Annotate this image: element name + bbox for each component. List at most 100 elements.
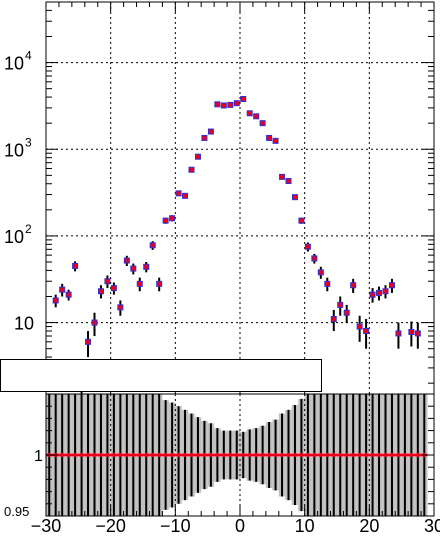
data-point <box>304 243 311 250</box>
legend-box <box>0 359 322 392</box>
data-point <box>188 166 195 173</box>
ratio-point <box>253 452 259 458</box>
data-point <box>259 120 266 127</box>
ratio-point <box>169 452 175 458</box>
data-point <box>350 282 357 289</box>
data-point <box>363 327 370 334</box>
ratio-point <box>318 452 324 458</box>
ratio-point <box>105 452 110 458</box>
y-tick-label-exponent: 2 <box>25 222 32 236</box>
data-point <box>343 309 350 316</box>
data-point <box>201 134 208 141</box>
data-point <box>110 285 117 292</box>
data-point <box>279 173 286 180</box>
ratio-point <box>182 452 188 458</box>
ratio-point <box>409 452 414 458</box>
ratio-point <box>325 452 330 458</box>
data-point <box>169 215 176 222</box>
ratio-point <box>72 452 78 458</box>
ratio-point <box>305 452 311 458</box>
ratio-point <box>156 452 162 458</box>
ratio-point <box>98 452 104 458</box>
data-point <box>408 328 415 335</box>
ratio-point <box>79 452 84 458</box>
data-point <box>162 217 169 224</box>
data-point <box>97 288 104 295</box>
data-point <box>214 101 221 108</box>
data-point <box>104 278 111 285</box>
x-tick-label: −20 <box>95 516 126 536</box>
main-points <box>46 96 421 391</box>
data-point <box>369 291 376 298</box>
ratio-point <box>137 452 142 458</box>
data-point <box>324 280 331 287</box>
data-point <box>395 330 402 337</box>
ratio-point <box>415 452 421 458</box>
data-point <box>143 263 150 270</box>
data-point <box>330 316 337 323</box>
ratio-point <box>312 452 317 458</box>
ratio-point <box>344 452 349 458</box>
x-tick-label: −10 <box>160 516 191 536</box>
ratio-point <box>266 452 272 458</box>
ratio-point <box>221 452 227 458</box>
data-point <box>65 291 72 298</box>
ratio-point <box>189 452 194 458</box>
x-tick-label: 20 <box>359 516 379 536</box>
data-point <box>227 101 234 108</box>
data-point <box>130 265 137 272</box>
main-grid <box>46 2 434 394</box>
ratio-point <box>85 452 91 458</box>
data-point <box>149 242 156 249</box>
data-point <box>376 289 383 296</box>
ratio-point <box>202 452 207 458</box>
ratio-point <box>131 452 136 458</box>
data-point <box>85 338 92 345</box>
ratio-point <box>92 452 97 458</box>
x-tick-label: 30 <box>424 516 440 536</box>
x-tick-label: 0 <box>235 516 245 536</box>
ratio-point <box>144 452 149 458</box>
data-point <box>59 286 66 293</box>
ratio-point <box>273 452 278 458</box>
ratio-point <box>124 452 130 458</box>
y-tick-label: 10 <box>4 140 24 160</box>
data-point <box>382 288 389 295</box>
ratio-point <box>228 452 233 458</box>
ratio-point <box>59 452 65 458</box>
data-point <box>414 330 421 337</box>
ratio-point <box>247 452 252 458</box>
y-tick-label-exponent: 3 <box>25 135 32 149</box>
data-point <box>298 217 305 224</box>
ratio-point <box>370 452 375 458</box>
y-tick-label: 10 <box>4 227 24 247</box>
ratio-point <box>402 452 408 458</box>
ratio-point <box>338 452 343 458</box>
ratio-point <box>279 452 285 458</box>
ratio-point <box>260 452 265 458</box>
x-tick-label: 10 <box>295 516 315 536</box>
ratio-point <box>111 452 117 458</box>
x-tick-labels: −30 −20 −10 0 10 20 30 <box>31 516 440 536</box>
data-point <box>240 96 247 103</box>
ratio-point <box>176 452 181 458</box>
data-point <box>266 134 273 141</box>
data-point <box>233 100 240 107</box>
ratio-points <box>46 452 428 458</box>
ratio-point <box>299 452 304 458</box>
data-point <box>136 280 143 287</box>
ratio-point <box>363 452 369 458</box>
ratio-point <box>234 452 239 458</box>
data-point <box>220 102 227 109</box>
ratio-ticks <box>45 393 435 517</box>
data-point <box>182 192 189 199</box>
ratio-point <box>376 452 382 458</box>
y-tick-label: 1 <box>34 448 43 465</box>
ratio-point <box>383 452 388 458</box>
data-point <box>272 137 279 144</box>
data-point <box>117 304 124 311</box>
ratio-point <box>163 452 168 458</box>
